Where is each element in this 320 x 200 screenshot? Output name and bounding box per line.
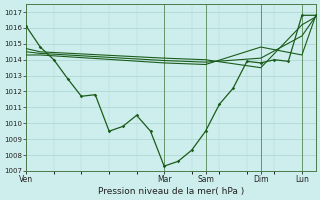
X-axis label: Pression niveau de la mer( hPa ): Pression niveau de la mer( hPa )	[98, 187, 244, 196]
